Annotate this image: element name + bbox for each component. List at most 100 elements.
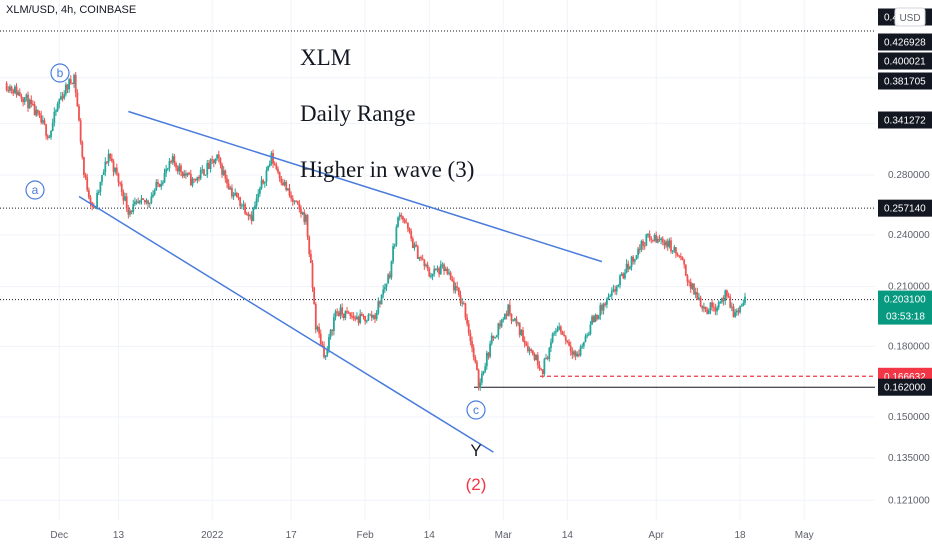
y-tick-label: 0.150000 <box>888 412 930 423</box>
candle-body <box>267 165 270 171</box>
candle-body <box>5 83 8 91</box>
candle-body <box>245 213 248 215</box>
candle-body <box>492 335 495 338</box>
candle-body <box>397 217 399 227</box>
candle-body <box>398 214 401 218</box>
candle-body <box>724 290 727 301</box>
candle-body <box>272 153 274 164</box>
candle-body <box>339 307 342 316</box>
candle-body <box>428 268 431 277</box>
candle-body <box>545 357 547 360</box>
candle-body <box>140 198 143 201</box>
candle-body <box>505 313 508 316</box>
currency-badge[interactable]: USD <box>894 7 926 27</box>
candle-body <box>683 260 686 265</box>
candle-body <box>263 181 266 184</box>
candle-body <box>155 182 158 191</box>
candle-body <box>257 193 260 199</box>
candle-body <box>523 340 526 344</box>
candle-body <box>226 178 228 184</box>
candle-body <box>425 264 427 266</box>
price-axis[interactable]: 0.3600000.3200000.2800000.2400000.210000… <box>888 73 930 507</box>
candle-body <box>403 219 406 223</box>
candle-body <box>421 258 424 260</box>
candle-body <box>494 337 496 339</box>
candle-body <box>454 286 457 291</box>
candle-body <box>500 319 503 327</box>
price-grid <box>0 0 875 520</box>
currency-badge-bg <box>894 7 926 27</box>
candle-body <box>221 164 223 175</box>
candle-body <box>27 94 29 109</box>
candle-body <box>262 180 265 184</box>
candle-body <box>328 336 330 350</box>
candle-body <box>295 200 297 202</box>
candle-body <box>607 296 610 300</box>
candle-body <box>341 307 344 315</box>
candle-body <box>150 196 153 203</box>
candle-body <box>127 208 130 215</box>
candle-body <box>301 212 304 215</box>
candle-body <box>413 244 416 249</box>
annotation-title: XLM <box>300 45 351 70</box>
candle-body <box>653 235 656 241</box>
trendlines[interactable] <box>78 110 603 453</box>
candle-body <box>411 238 414 249</box>
candle-body <box>740 305 743 307</box>
x-tick-label: 14 <box>424 530 436 541</box>
price-tag-label: 0.426928 <box>884 38 926 49</box>
candle-body <box>106 161 108 163</box>
candle-body <box>157 182 159 185</box>
candle-body <box>30 99 33 104</box>
candle-body <box>255 198 258 206</box>
candle-body <box>153 190 156 195</box>
candle-body <box>48 137 51 139</box>
price-tags: 0.4396880.4269280.4000210.3817050.341272… <box>878 8 932 396</box>
candle-body <box>416 246 419 259</box>
candle-body <box>466 317 468 324</box>
price-tag-bg <box>878 111 932 129</box>
wave-annotations: XLM Daily Range Higher in wave (3) a b c… <box>25 45 486 494</box>
candle-body <box>554 331 557 333</box>
candle-body <box>61 96 64 99</box>
candle-body <box>464 303 467 318</box>
candle-body <box>670 240 672 252</box>
candle-body <box>387 274 390 284</box>
candle-body <box>510 313 513 321</box>
candle-body <box>203 169 205 176</box>
candle-body <box>242 204 245 206</box>
candle-body <box>199 170 202 179</box>
candle-body <box>714 307 717 312</box>
candle-body <box>599 305 602 316</box>
time-axis[interactable]: Dec 13 2022 17 Feb 14 Mar 14 Apr 18 May <box>50 530 813 541</box>
candle-body <box>457 287 460 295</box>
candle-body <box>329 329 332 337</box>
candle-body <box>204 174 207 176</box>
candle-body <box>712 306 715 308</box>
candle-body <box>601 305 603 311</box>
candle-body <box>707 309 710 314</box>
candle-body <box>430 276 432 278</box>
candle-body <box>656 238 659 243</box>
candle-body <box>97 192 100 194</box>
candle-body <box>352 316 355 318</box>
x-tick-label: Apr <box>648 530 664 541</box>
candle-body <box>678 255 681 257</box>
candle-body <box>96 192 98 208</box>
candle-body <box>18 92 21 97</box>
x-tick-label: Dec <box>50 530 68 541</box>
candle-body <box>628 266 631 269</box>
candle-body <box>624 272 626 279</box>
candle-body <box>17 92 20 95</box>
candle-body <box>280 178 283 183</box>
x-tick-label: 18 <box>735 530 747 541</box>
candle-body <box>622 273 625 279</box>
symbol-header: XLM/USD, 4h, COINBASE <box>6 4 137 16</box>
candle-body <box>94 207 97 209</box>
candle-body <box>619 275 621 286</box>
candle-body <box>553 332 556 334</box>
candle-body <box>160 183 163 187</box>
candle-body <box>495 335 498 338</box>
candle-body <box>561 331 564 336</box>
